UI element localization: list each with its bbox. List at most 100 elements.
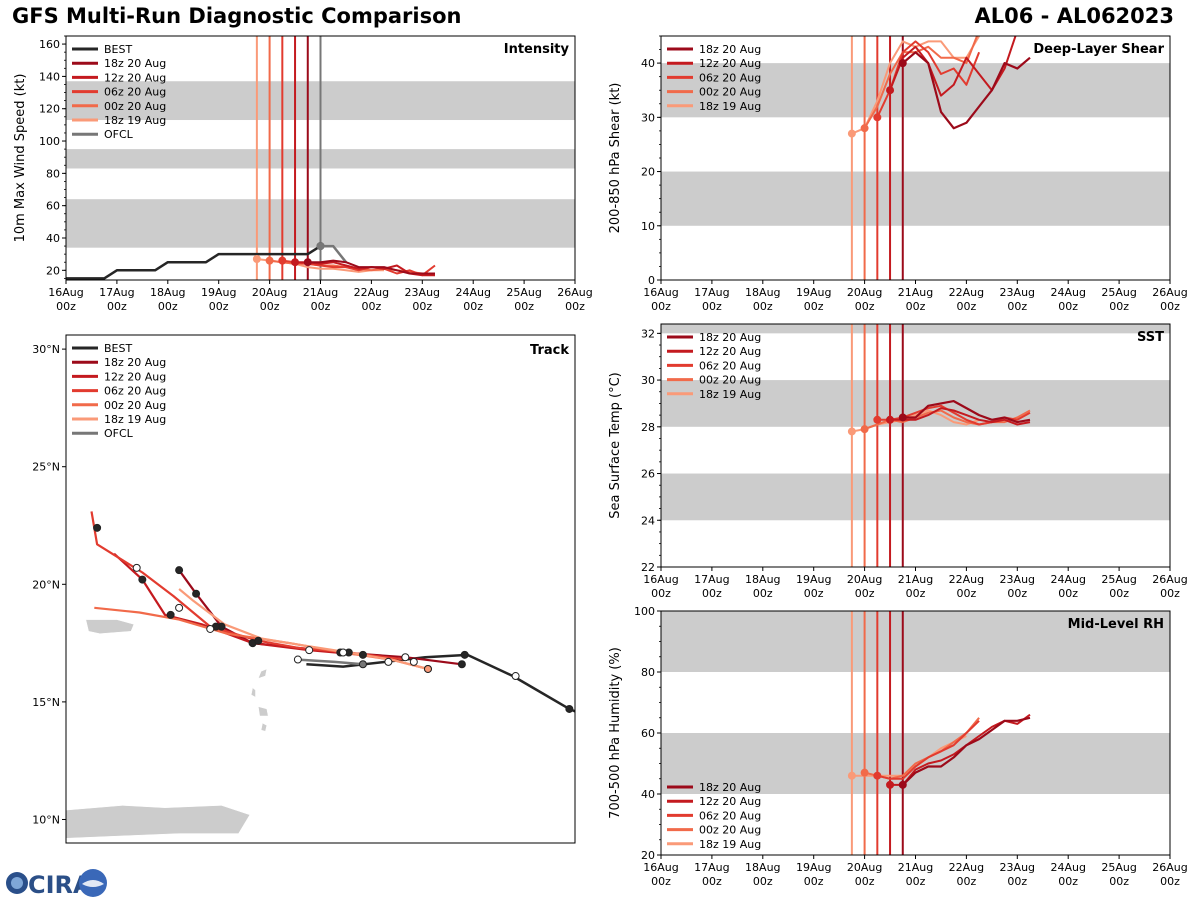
track-marker [192,589,201,598]
x-tick-label-date: 23Aug [1000,573,1035,586]
track-marker [254,636,263,645]
sst-panel: 22242628303216Aug00z17Aug00z18Aug00z19Au… [608,323,1188,600]
legend-label: 18z 20 Aug [104,356,166,369]
legend-label: BEST [104,43,132,56]
x-tick-label-hour: 00z [107,300,127,313]
series-line [877,720,980,780]
x-tick-label-date: 17Aug [694,861,729,874]
x-tick-label-date: 17Aug [694,573,729,586]
x-tick-label-date: 26Aug [1152,573,1187,586]
track-marker [409,657,418,666]
series-marker [873,415,882,424]
x-tick-label-hour: 00z [1109,300,1129,313]
series-line [66,245,322,280]
y-tick-label: 28 [641,421,655,434]
series-line [863,36,979,129]
legend-label: 18z 20 Aug [699,331,761,344]
y-tick-label: 120 [39,103,60,116]
y-axis-label: 700-500 hPa Humidity (%) [608,647,623,819]
x-tick-label-hour: 00z [514,300,534,313]
x-tick-label-hour: 00z [702,300,722,313]
x-tick-label-hour: 00z [702,587,722,600]
track-marker [358,650,367,659]
series-marker [898,59,907,68]
shaded-band [661,473,1170,521]
x-tick-label-date: 20Aug [847,861,882,874]
x-tick-label-hour: 00z [158,300,178,313]
x-tick-label-hour: 00z [1007,875,1027,888]
series-marker [886,780,895,789]
y-tick-label: 160 [39,38,60,51]
series-marker [898,780,907,789]
legend-label: 18z 20 Aug [104,57,166,70]
x-tick-label-hour: 00z [1160,300,1180,313]
y-tick-label: 60 [46,200,60,213]
series-marker [873,771,882,780]
track-marker [132,563,141,572]
panel-title: Intensity [504,42,570,57]
series-marker [303,258,312,267]
y-tick-label: 25°N [32,461,60,474]
track-marker [384,657,393,666]
x-tick-label-date: 19Aug [796,573,831,586]
legend-label: 06z 20 Aug [104,385,166,398]
legend-label: BEST [104,342,132,355]
series-marker [316,242,325,251]
chart-title: GFS Multi-Run Diagnostic Comparison [12,4,462,28]
y-tick-label: 20 [46,264,60,277]
data-layer [847,324,1031,567]
x-tick-label-date: 22Aug [354,286,389,299]
legend-label: 06z 20 Aug [699,359,761,372]
x-tick-label-hour: 00z [1007,587,1027,600]
logo-swoosh-icon [82,880,104,887]
legend-label: 12z 20 Aug [699,57,761,70]
track-line [297,658,364,666]
legend-label: 18z 19 Aug [104,114,166,127]
legend-label: 18z 20 Aug [699,781,761,794]
x-tick-label-date: 19Aug [201,286,236,299]
track-marker [457,660,466,669]
shaded-band [661,171,1170,226]
x-tick-label-date: 18Aug [745,286,780,299]
track-marker [175,603,184,612]
track-marker [138,575,147,584]
legend-label: 06z 20 Aug [699,71,761,84]
legend-label: 18z 19 Aug [699,838,761,851]
x-tick-label-date: 16Aug [643,286,678,299]
x-tick-label-date: 26Aug [557,286,592,299]
x-tick-label-hour: 00z [753,587,773,600]
x-tick-label-hour: 00z [463,300,483,313]
y-tick-label: 32 [641,327,655,340]
x-tick-label-date: 24Aug [455,286,490,299]
x-tick-label-hour: 00z [804,875,824,888]
storm-id-title: AL06 - AL062023 [974,4,1175,28]
x-tick-label-hour: 00z [1109,587,1129,600]
x-tick-label-date: 23Aug [1000,286,1035,299]
x-tick-label-hour: 00z [855,875,875,888]
data-layer [66,36,436,280]
x-tick-label-hour: 00z [260,300,280,313]
x-tick-label-date: 24Aug [1050,861,1085,874]
y-axis-label: Sea Surface Temp (°C) [608,372,623,519]
x-tick-label-hour: 00z [362,300,382,313]
x-tick-label-hour: 00z [957,587,977,600]
series-marker [860,425,869,434]
y-tick-label: 60 [641,727,655,740]
legend-label: 06z 20 Aug [104,86,166,99]
land-mass [257,668,268,679]
x-tick-label-date: 16Aug [643,573,678,586]
logo-globe-inner-icon [11,877,23,889]
y-tick-label: 140 [39,70,60,83]
x-tick-label-date: 23Aug [1000,861,1035,874]
track-marker [511,672,520,681]
x-tick-label-hour: 00z [1058,875,1078,888]
series-marker [898,413,907,422]
x-tick-label-date: 17Aug [99,286,134,299]
x-tick-label-hour: 00z [906,587,926,600]
y-tick-label: 40 [641,788,655,801]
track-marker [423,664,432,673]
x-tick-label-date: 19Aug [796,286,831,299]
land-mass [66,805,251,839]
x-tick-label-date: 18Aug [745,861,780,874]
legend-label: 00z 20 Aug [699,86,761,99]
